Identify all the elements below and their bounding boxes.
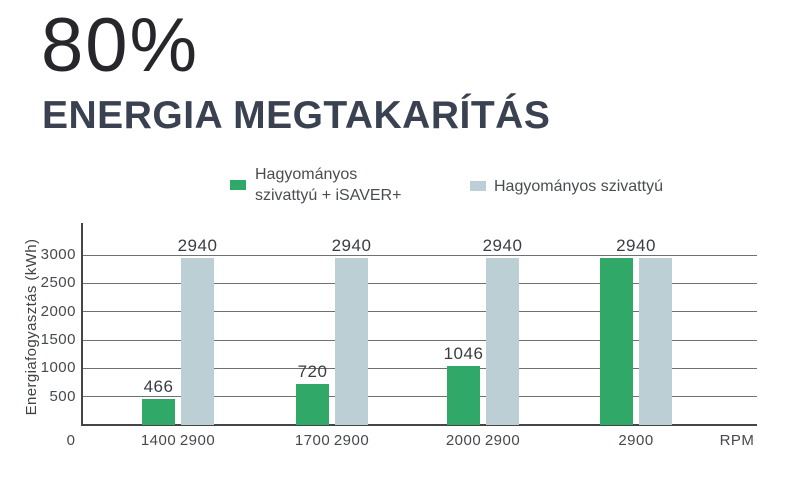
x-tick-label: 2900 bbox=[333, 432, 370, 449]
x-tick-label: 2900 bbox=[179, 432, 216, 449]
x-tick-label: 1400 bbox=[140, 432, 177, 449]
y-tick-label: 1500 bbox=[40, 331, 76, 348]
bar-conventional bbox=[181, 258, 214, 425]
bar-value-label: 2940 bbox=[616, 236, 656, 256]
x-tick-label: 2900 bbox=[484, 432, 521, 449]
bar-conventional bbox=[486, 258, 519, 425]
bar-isaver bbox=[447, 365, 480, 425]
energy-bar-chart: Energiafogyasztás (kWh) 0 RPM 500 1000 150… bbox=[0, 215, 793, 482]
page-title: ENERGIA MEGTAKARÍTÁS bbox=[42, 94, 551, 137]
gridline bbox=[82, 282, 757, 284]
gridline bbox=[82, 396, 757, 398]
y-tick-label: 3000 bbox=[40, 246, 76, 263]
x-axis-line bbox=[81, 424, 757, 426]
legend-swatch-conventional bbox=[470, 181, 486, 191]
x-tick-label: 1700 bbox=[294, 432, 331, 449]
savings-percent: 80% bbox=[41, 3, 200, 88]
bar-isaver bbox=[600, 258, 633, 425]
legend-label-conventional: Hagyományos szivattyú bbox=[494, 178, 663, 195]
bar-conventional bbox=[335, 258, 368, 425]
bar-value-label: 2940 bbox=[331, 236, 372, 256]
bar-isaver bbox=[296, 384, 329, 425]
y-tick-label: 1000 bbox=[40, 359, 76, 377]
gridline bbox=[82, 254, 757, 256]
y-tick-label: 500 bbox=[49, 387, 76, 405]
legend-swatch-isaver bbox=[230, 180, 246, 190]
legend-label-isaver: Hagyományos szivattyú + iSAVER+ bbox=[255, 166, 402, 204]
bar-value-label: 720 bbox=[297, 362, 328, 382]
gridline bbox=[82, 339, 757, 341]
x-origin-label: 0 bbox=[66, 432, 76, 449]
bar-isaver bbox=[142, 398, 175, 425]
bar-value-label: 1046 bbox=[443, 343, 484, 363]
bar-value-label: 2940 bbox=[482, 236, 523, 256]
x-tick-label: 2900 bbox=[618, 432, 654, 449]
gridline bbox=[82, 311, 757, 313]
bar-value-label: 466 bbox=[143, 376, 174, 396]
x-unit-label: RPM bbox=[719, 432, 755, 449]
bar-value-label: 2940 bbox=[177, 236, 218, 256]
y-tick-label: 2500 bbox=[40, 274, 76, 292]
bar-conventional bbox=[639, 258, 672, 425]
y-axis-line bbox=[81, 223, 83, 425]
gridline bbox=[82, 367, 757, 369]
y-tick-label: 2000 bbox=[40, 302, 76, 320]
x-tick-label: 2000 bbox=[445, 432, 482, 449]
